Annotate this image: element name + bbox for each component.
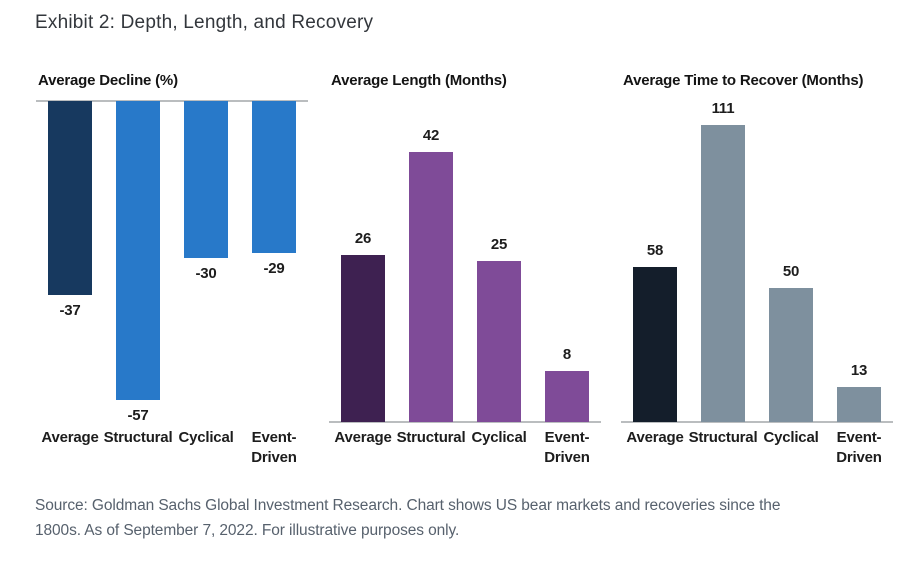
value-label: 13 — [850, 362, 868, 379]
bar-column: 26 Average — [329, 70, 397, 500]
bar — [633, 267, 677, 422]
exhibit-title: Exhibit 2: Depth, Length, and Recovery — [35, 12, 374, 33]
bar-column: 8 Event-Driven — [533, 70, 601, 500]
category-label: Cyclical — [763, 429, 819, 446]
chart-title-average-length: Average Length (Months) — [331, 72, 507, 89]
bar-column: 50 Cyclical — [757, 70, 825, 500]
bar — [701, 125, 745, 422]
category-label: Event-Driven — [251, 429, 297, 467]
value-label: -29 — [263, 260, 285, 277]
source-note-line-1: Source: Goldman Sachs Global Investment … — [35, 497, 781, 514]
bar-column: 58 Average — [621, 70, 689, 500]
bar — [48, 101, 92, 295]
bar-column: 13 Event-Driven — [825, 70, 893, 500]
plot-area: -37 Average -57 Structural -30 Cyclical -29 Eve… — [36, 70, 308, 500]
category-label: Event-Driven — [836, 429, 882, 467]
chart-title-average-time-to-recover: Average Time to Recover (Months) — [623, 72, 864, 89]
value-label: 58 — [646, 242, 664, 259]
value-label: -37 — [59, 302, 81, 319]
chart-average-time-to-recover: Average Time to Recover (Months) 58 Avera… — [621, 70, 893, 500]
chart-average-decline: Average Decline (%) -37 Average -57 Structu… — [36, 70, 308, 500]
category-label: Structural — [688, 429, 758, 446]
bar — [477, 261, 521, 422]
bar — [545, 371, 589, 422]
category-label: Average — [41, 429, 99, 446]
bar — [116, 101, 160, 400]
value-label: 26 — [354, 230, 372, 247]
value-label: -57 — [127, 407, 149, 424]
source-note: Source: Goldman Sachs Global Investment … — [35, 494, 905, 544]
bar-column: -57 Structural — [103, 70, 173, 500]
bar — [341, 255, 385, 422]
bar — [409, 152, 453, 422]
plot-area: 26 Average 42 Structural 25 Cyclical 8 Event-Dr… — [329, 70, 601, 500]
bar-column: 111 Structural — [688, 70, 758, 500]
value-label: 111 — [711, 100, 735, 117]
bar — [252, 101, 296, 253]
value-label: 8 — [562, 346, 572, 363]
plot-area: 58 Average 111 Structural 50 Cyclical 13 Event-… — [621, 70, 893, 500]
value-label: 42 — [422, 127, 440, 144]
category-label: Average — [626, 429, 684, 446]
value-label: 25 — [490, 236, 508, 253]
baseline-axis-line — [621, 421, 893, 423]
bar-column: 42 Structural — [396, 70, 466, 500]
value-label: -30 — [195, 265, 217, 282]
source-note-line-2: 1800s. As of September 7, 2022. For illu… — [35, 521, 460, 539]
category-label: Structural — [396, 429, 466, 446]
category-label: Average — [334, 429, 392, 446]
category-label: Event-Driven — [544, 429, 590, 467]
category-label: Structural — [103, 429, 173, 446]
chart-title-average-decline: Average Decline (%) — [38, 72, 178, 89]
baseline-axis-line — [329, 421, 601, 423]
bar-column: 25 Cyclical — [465, 70, 533, 500]
bar — [769, 288, 813, 422]
bar-column: -30 Cyclical — [172, 70, 240, 500]
category-label: Cyclical — [471, 429, 527, 446]
bar-column: -37 Average — [36, 70, 104, 500]
bar-column: -29 Event-Driven — [240, 70, 308, 500]
chart-average-length: Average Length (Months) 26 Average 42 Struc… — [329, 70, 601, 500]
bar — [837, 387, 881, 422]
zero-axis-line — [36, 100, 308, 102]
bar — [184, 101, 228, 258]
category-label: Cyclical — [178, 429, 234, 446]
value-label: 50 — [782, 263, 800, 280]
